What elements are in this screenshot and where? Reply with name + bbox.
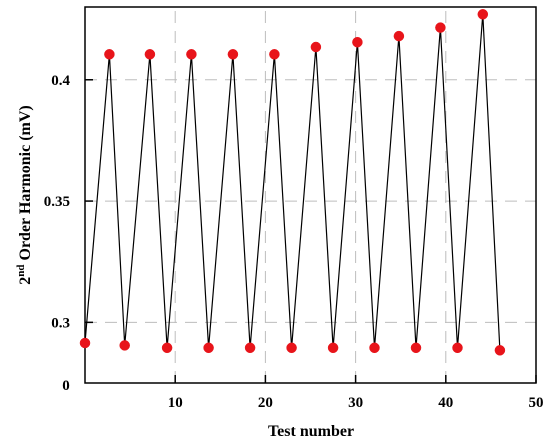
x-axis-title: Test number <box>268 423 354 440</box>
x-tick-label: 50 <box>529 395 544 411</box>
data-markers <box>79 9 506 356</box>
x-tick-label: 40 <box>438 395 453 411</box>
origin-label: 0 <box>62 378 70 394</box>
data-point <box>310 41 322 53</box>
data-point <box>269 49 280 60</box>
plot-frame <box>84 6 537 384</box>
data-point <box>286 342 297 354</box>
data-point <box>203 342 214 354</box>
tick-labels: 10 20 30 40 50 0.3 0.35 0.4 <box>44 73 544 411</box>
data-point <box>435 22 446 33</box>
data-point <box>79 337 91 349</box>
data-point <box>186 49 197 60</box>
y-axis-title-rest: Order Harmonic (mV) <box>17 105 34 264</box>
grid-lines <box>85 7 536 383</box>
y-tick-label: 0.3 <box>51 315 70 331</box>
y-tick-label: 0.4 <box>51 73 70 89</box>
y-axis-title-superscript: nd <box>15 264 27 276</box>
x-tick-label: 10 <box>168 395 183 411</box>
data-point <box>369 342 380 354</box>
data-point <box>227 49 239 60</box>
data-point <box>410 342 422 354</box>
data-point <box>477 9 489 20</box>
data-point <box>104 49 115 60</box>
y-tick-label: 0.35 <box>44 194 70 210</box>
x-tick-label: 30 <box>348 395 363 411</box>
data-point <box>494 345 506 356</box>
y-axis-title-main: 2 <box>17 277 34 285</box>
data-point <box>244 342 256 354</box>
data-point <box>119 340 130 351</box>
y-axis-title: 2nd Order Harmonic (mV) <box>15 105 34 284</box>
data-point <box>452 342 463 354</box>
axis-ticks <box>85 79 537 383</box>
data-point <box>352 36 363 48</box>
data-point <box>144 49 156 60</box>
data-point <box>161 342 173 354</box>
x-tick-label: 20 <box>258 395 273 411</box>
series-line <box>84 14 501 351</box>
data-point <box>393 30 405 42</box>
data-point <box>327 342 339 354</box>
